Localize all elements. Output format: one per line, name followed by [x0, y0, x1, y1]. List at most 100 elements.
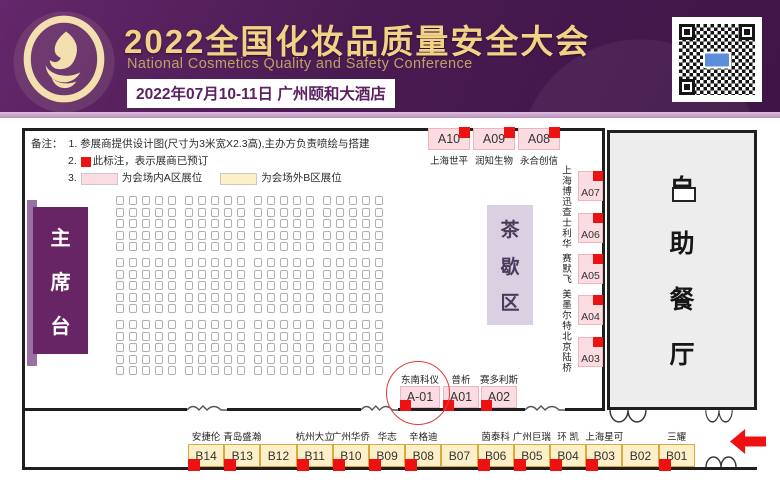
seat — [323, 230, 331, 240]
seat — [323, 320, 331, 329]
reserved-mark — [188, 459, 200, 471]
seat — [280, 354, 288, 364]
seat — [293, 207, 301, 217]
booth-B06: B06 — [477, 444, 514, 471]
booth-id: B14 — [195, 448, 217, 463]
booth-id: A07 — [581, 187, 600, 199]
seat — [267, 366, 275, 375]
seat — [185, 366, 193, 375]
seat — [280, 304, 288, 313]
seat — [129, 366, 137, 375]
seat — [375, 343, 383, 352]
seat — [211, 331, 219, 341]
seat — [155, 242, 163, 251]
seat — [198, 230, 206, 240]
seat — [155, 196, 163, 205]
booth-id: B05 — [521, 448, 543, 463]
qr-center-logo — [703, 51, 731, 68]
conference-logo — [23, 15, 105, 103]
booth-id: A04 — [581, 311, 600, 323]
seat — [142, 219, 150, 228]
seat — [129, 242, 137, 251]
reserved-mark — [593, 254, 603, 264]
seat — [375, 230, 383, 240]
booth-company: 三耀 — [667, 432, 687, 443]
seat — [116, 230, 124, 240]
hall-outline — [22, 128, 605, 411]
seat — [198, 354, 206, 364]
seat — [185, 292, 193, 302]
seat — [306, 207, 314, 217]
booth-B09: B09 — [369, 444, 406, 471]
booth-B07: B07 — [441, 444, 478, 467]
seat-block — [254, 196, 314, 251]
seat — [254, 343, 262, 352]
seat-block — [116, 258, 176, 313]
seat — [375, 354, 383, 364]
seat — [267, 219, 275, 228]
date-venue-banner: 2022年07月10-11日 广州颐和大酒店 — [127, 79, 395, 108]
seat — [323, 258, 331, 267]
seat — [267, 292, 275, 302]
seat — [306, 242, 314, 251]
wall-segment — [22, 408, 25, 470]
seat-block — [323, 258, 383, 313]
seat — [155, 366, 163, 375]
seat — [362, 207, 370, 217]
seat — [267, 242, 275, 251]
seat — [349, 343, 357, 352]
seat — [323, 219, 331, 228]
booth-B08: B08 — [405, 444, 442, 471]
seat — [211, 207, 219, 217]
seat — [211, 304, 219, 313]
seat — [306, 292, 314, 302]
seat — [254, 292, 262, 302]
seat — [129, 230, 137, 240]
reserved-mark — [586, 459, 599, 471]
seat — [254, 331, 262, 341]
reserved-mark — [504, 127, 515, 138]
seat — [362, 343, 370, 352]
seat — [155, 281, 163, 290]
seat — [375, 366, 383, 375]
seat — [267, 354, 275, 364]
booth-company: 广州巨瑞 — [512, 432, 551, 443]
qr-code — [672, 17, 762, 102]
seat — [375, 304, 383, 313]
seat — [336, 207, 344, 217]
booth-company: 青岛盛瀚 — [223, 432, 262, 443]
seat-block — [185, 320, 245, 375]
reserved-mark — [224, 459, 237, 471]
seat — [224, 343, 232, 352]
seat — [198, 292, 206, 302]
seat — [224, 292, 232, 302]
seat — [267, 196, 275, 205]
stage-backdrop — [27, 200, 37, 366]
seat — [185, 343, 193, 352]
booth-B04: B04 — [550, 444, 587, 471]
seat — [293, 366, 301, 375]
seat — [362, 281, 370, 290]
poster-header: 2022全国化妆品质量安全大会 National Cosmetics Quali… — [0, 0, 780, 112]
booth-A06: A06 — [578, 213, 603, 243]
note-line-2: 此标注，表示展商已预订 — [92, 155, 209, 167]
booth-id: B03 — [593, 448, 615, 463]
wall-segment — [398, 408, 525, 411]
seat — [198, 196, 206, 205]
seat — [129, 207, 137, 217]
seat — [336, 258, 344, 267]
seat — [336, 366, 344, 375]
seat — [362, 230, 370, 240]
seat — [349, 281, 357, 290]
seat — [280, 258, 288, 267]
seat — [237, 304, 245, 313]
seat — [306, 269, 314, 279]
seat — [306, 219, 314, 228]
booth-B13: B13 — [224, 444, 261, 471]
seat — [349, 258, 357, 267]
reserved-legend-swatch — [80, 156, 91, 167]
seat — [237, 258, 245, 267]
seat — [254, 366, 262, 375]
seat — [237, 242, 245, 251]
